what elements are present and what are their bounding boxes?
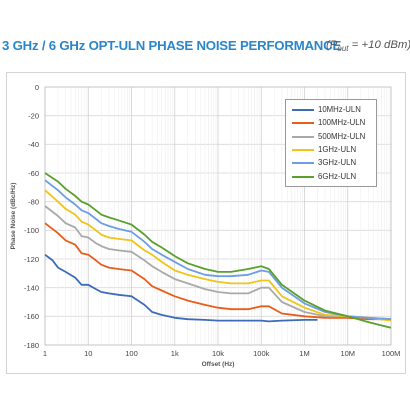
- series-line-500mhz-uln: [44, 205, 392, 321]
- legend-swatch: [292, 135, 314, 138]
- y-tick-label: -80: [28, 197, 39, 206]
- x-tick-label: 1k: [171, 349, 179, 358]
- legend-swatch: [292, 148, 314, 151]
- x-tick-label: 10: [84, 349, 92, 358]
- x-tick-label: 100: [125, 349, 138, 358]
- series-line-3ghz-uln: [44, 179, 392, 321]
- legend-swatch: [292, 109, 314, 111]
- legend-label: 500MHz-ULN: [318, 131, 366, 141]
- x-tick-label: 10k: [212, 349, 224, 358]
- condition-subscript: out: [337, 44, 349, 53]
- legend-label: 1GHz-ULN: [318, 144, 357, 154]
- x-tick-label: 1M: [299, 349, 309, 358]
- condition-prefix: (P: [326, 39, 338, 51]
- series-line-10mhz-uln: [44, 253, 318, 323]
- y-tick-label: -100: [24, 226, 39, 235]
- y-tick-label: -120: [24, 255, 39, 264]
- x-tick-label: 1: [43, 349, 47, 358]
- legend-swatch: [292, 162, 314, 165]
- series-line-100mhz-uln: [44, 222, 391, 321]
- legend-swatch: [292, 175, 314, 178]
- chart-legend: 10MHz-ULN 100MHz-ULN 500MHz-ULN 1GHz-ULN 3GH…: [285, 99, 377, 187]
- x-axis-label: Offset (Hz): [202, 361, 235, 368]
- chart-title-bar: 3 GHz / 6 GHz OPT-ULN PHASE NOISE PERFOR…: [0, 38, 410, 60]
- chart-title: 3 GHz / 6 GHz OPT-ULN PHASE NOISE PERFOR…: [2, 38, 342, 53]
- legend-item: 10MHz-ULN: [292, 104, 376, 116]
- y-tick-label: -60: [28, 169, 39, 178]
- legend-label: 10MHz-ULN: [318, 105, 361, 114]
- y-tick-label: -40: [28, 140, 39, 149]
- legend-swatch: [292, 122, 314, 125]
- legend-item: 6GHz-ULN: [292, 171, 376, 183]
- legend-item: 500MHz-ULN: [292, 131, 376, 143]
- series-line-1ghz-uln: [44, 189, 392, 322]
- y-tick-label: 0: [35, 83, 39, 92]
- y-tick-label: -140: [24, 283, 39, 292]
- series-line-6ghz-uln: [44, 172, 392, 329]
- chart-condition: (Pout = +10 dBm): [326, 39, 410, 53]
- y-tick-label: -20: [28, 111, 39, 120]
- condition-suffix: = +10 dBm): [348, 39, 410, 51]
- legend-label: 6GHz-ULN: [318, 171, 357, 181]
- legend-label: 3GHz-ULN: [318, 158, 357, 168]
- x-tick-label: 10M: [340, 349, 355, 358]
- x-tick-label: 100k: [253, 349, 270, 358]
- legend-label: 100MHz-ULN: [318, 118, 366, 128]
- y-tick-label: -160: [24, 312, 39, 321]
- y-axis-label: Phase Noise (dBc/Hz): [10, 183, 17, 250]
- y-tick-label: -180: [24, 341, 39, 350]
- legend-item: 1GHz-ULN: [292, 144, 376, 156]
- plot-area-border: [44, 86, 392, 346]
- x-tick-label: 100M: [382, 349, 401, 358]
- legend-item: 100MHz-ULN: [292, 117, 376, 129]
- legend-item: 3GHz-ULN: [292, 157, 376, 169]
